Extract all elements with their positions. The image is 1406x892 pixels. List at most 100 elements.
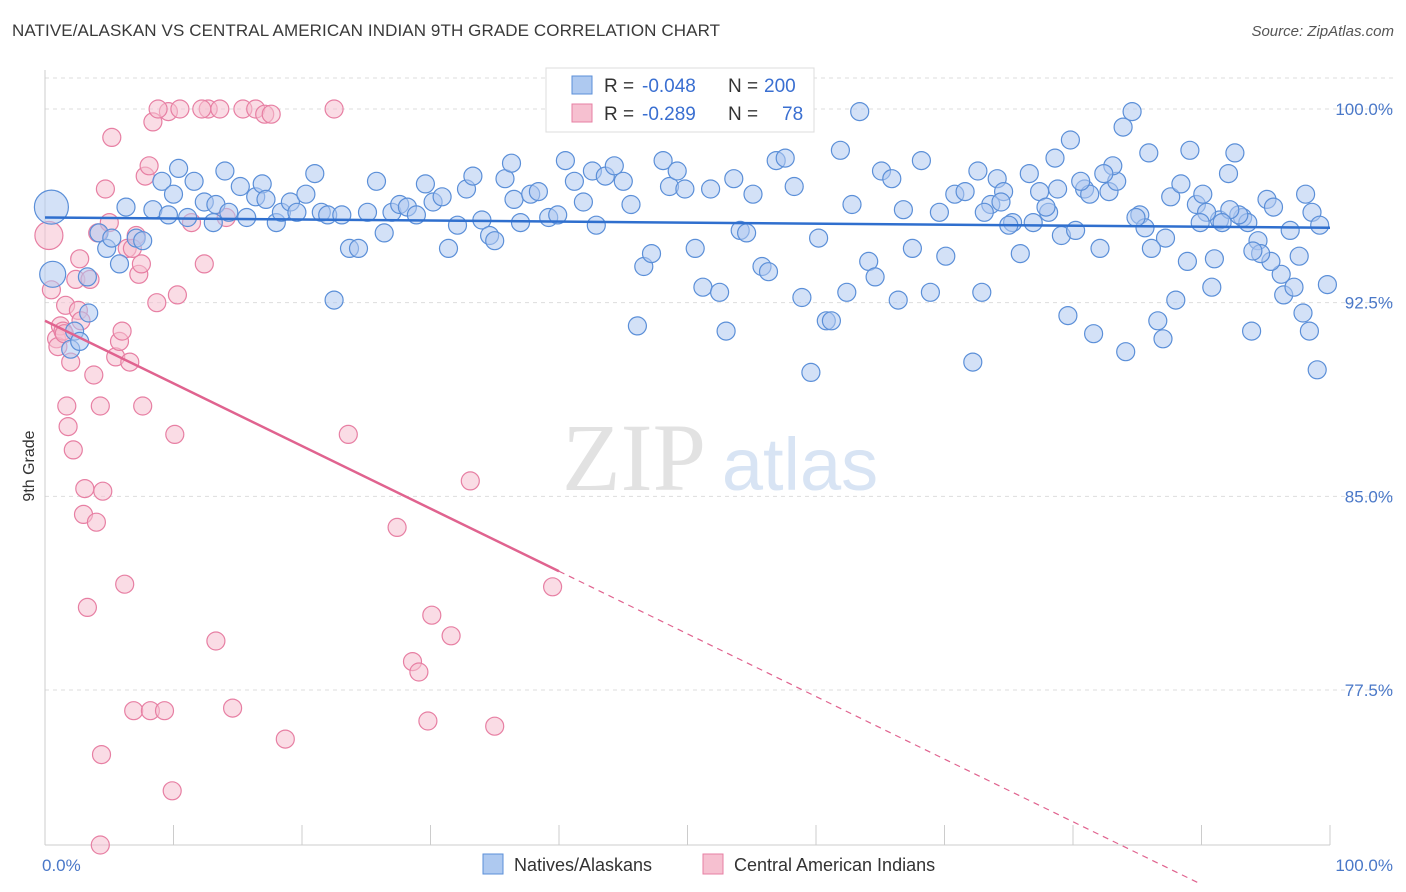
- natives-alaskans-point-110: [882, 169, 902, 189]
- natives-alaskans-point-87: [709, 282, 730, 302]
- stats-n-value-pink: 78: [782, 104, 803, 125]
- central-american-indians-point-61: [275, 729, 295, 749]
- x-tick-label-1: 100.0%: [1335, 856, 1393, 875]
- natives-alaskans-point-82: [667, 161, 687, 181]
- natives-alaskans-point-146: [1171, 174, 1191, 194]
- chart-title: NATIVE/ALASKAN VS CENTRAL AMERICAN INDIA…: [12, 21, 721, 40]
- central-american-indians-point-43: [147, 293, 167, 313]
- natives-alaskans-point-67: [548, 205, 568, 225]
- natives-alaskans-point-187: [1113, 117, 1133, 137]
- central-american-indians-point-8: [57, 396, 77, 416]
- natives-alaskans-trend-line: [44, 216, 1331, 230]
- natives-alaskans-point-42: [348, 238, 369, 258]
- natives-alaskans-point-193: [1047, 179, 1068, 199]
- natives-alaskans-point-105: [842, 194, 862, 215]
- natives-alaskans-point-178: [1204, 249, 1225, 269]
- central-american-indians-point-13: [70, 249, 90, 269]
- central-american-indians-point-31: [115, 574, 135, 594]
- natives-alaskans-point-143: [1148, 311, 1168, 331]
- natives-alaskans-point-166: [1307, 360, 1327, 380]
- natives-alaskans-point-106: [850, 101, 870, 122]
- natives-alaskans-point-152: [1218, 164, 1239, 184]
- natives-alaskans-point-4: [79, 303, 99, 323]
- natives-alaskans-point-54: [447, 215, 468, 235]
- natives-alaskans-point-170: [1271, 264, 1291, 284]
- central-american-indians-point-38: [133, 396, 153, 416]
- natives-alaskans-point-149: [1193, 184, 1213, 204]
- natives-alaskans-point-85: [693, 277, 713, 297]
- natives-alaskans-point-35: [296, 184, 316, 204]
- natives-alaskans-point-177: [1212, 213, 1232, 233]
- natives-alaskans-point-83: [675, 179, 695, 199]
- central-american-indians-point-11: [63, 440, 83, 460]
- natives-alaskans-point-76: [621, 194, 641, 215]
- natives-alaskans-point-40: [332, 205, 352, 225]
- natives-alaskans-point-0: [33, 189, 70, 225]
- natives-alaskans-point-167: [1299, 321, 1320, 341]
- natives-alaskans-point-136: [1090, 238, 1110, 258]
- natives-alaskans-point-153: [1225, 143, 1245, 163]
- natives-alaskans-point-127: [1019, 164, 1039, 184]
- natives-alaskans-point-103: [830, 140, 851, 160]
- central-american-indians-point-30: [112, 321, 132, 341]
- natives-alaskans-point-20: [184, 171, 204, 191]
- legend-label-natives-alaskans: Natives/Alaskans: [514, 855, 652, 875]
- central-american-indians-point-70: [460, 471, 480, 491]
- central-american-indians-point-60: [261, 104, 281, 124]
- central-american-indians-point-27: [102, 127, 122, 147]
- central-american-indians-point-23: [90, 396, 110, 416]
- watermark-zip: ZIP: [562, 404, 706, 511]
- natives-alaskans-point-162: [1295, 184, 1316, 204]
- natives-alaskans-point-22: [203, 213, 223, 233]
- natives-alaskans-point-135: [1083, 324, 1104, 344]
- natives-alaskans-point-183: [1153, 329, 1173, 349]
- natives-alaskans-point-59: [485, 231, 505, 251]
- stats-r-value-pink: -0.289: [642, 104, 696, 125]
- stats-r-value-blue: -0.048: [642, 76, 696, 97]
- central-american-indians-point-67: [418, 711, 438, 731]
- natives-alaskans-point-198: [974, 202, 994, 222]
- x-tick-label-0: 0.0%: [42, 856, 81, 875]
- natives-alaskans-point-111: [888, 290, 908, 310]
- natives-alaskans-point-16: [158, 205, 178, 225]
- central-american-indians-point-0: [34, 220, 64, 251]
- natives-alaskans-point-72: [586, 215, 606, 235]
- natives-alaskans-point-199: [968, 161, 988, 181]
- y-tick-label-1: 85.0%: [1345, 487, 1393, 506]
- natives-alaskans-point-121: [972, 282, 992, 302]
- central-american-indians-point-66: [409, 662, 429, 682]
- natives-alaskans-point-112: [893, 200, 914, 220]
- natives-alaskans-point-24: [215, 161, 235, 181]
- natives-alaskans-point-68: [555, 151, 576, 171]
- natives-alaskans-point-62: [504, 189, 524, 209]
- natives-alaskans-point-80: [653, 151, 673, 171]
- central-american-indians-point-40: [139, 156, 159, 176]
- legend-label-central-american-indians: Central American Indians: [734, 855, 935, 875]
- natives-alaskans-point-173: [1243, 241, 1263, 261]
- natives-alaskans-point-88: [716, 321, 736, 341]
- stats-r-label-pink: R =: [604, 104, 634, 125]
- natives-alaskans-point-1: [39, 260, 67, 288]
- central-american-indians-points: [34, 99, 563, 855]
- natives-alaskans-point-86: [700, 179, 721, 199]
- central-american-indians-point-63: [338, 424, 358, 444]
- natives-alaskans-point-181: [1177, 251, 1198, 271]
- central-american-indians-point-18: [77, 597, 98, 618]
- natives-alaskans-point-91: [736, 223, 757, 243]
- natives-alaskans-point-10: [109, 254, 130, 274]
- natives-alaskans-point-53: [438, 238, 459, 258]
- central-american-indians-point-73: [91, 744, 112, 765]
- y-axis-title: 9th Grade: [21, 430, 38, 501]
- natives-alaskans-point-89: [724, 169, 744, 189]
- natives-alaskans-point-50: [415, 174, 435, 194]
- natives-alaskans-point-102: [821, 311, 842, 331]
- natives-alaskans-point-113: [902, 238, 923, 258]
- natives-alaskans-point-52: [432, 187, 452, 207]
- natives-alaskans-point-79: [641, 244, 662, 264]
- natives-alaskans-point-180: [1190, 213, 1210, 233]
- natives-alaskans-point-11: [116, 197, 136, 217]
- trend-layer: [44, 216, 1331, 885]
- central-american-indians-point-34: [124, 701, 144, 721]
- ticks-layer: 77.5% 85.0% 92.5% 100.0% 0.0% 100.0%: [42, 100, 1393, 875]
